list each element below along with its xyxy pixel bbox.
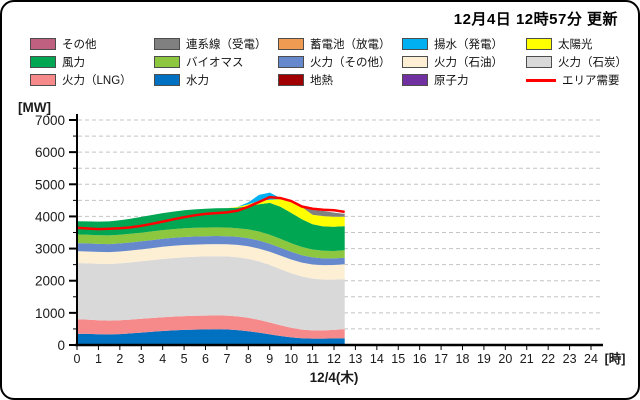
legend-color-swatch-8 bbox=[278, 56, 304, 68]
legend-item-15: エリア需要 bbox=[526, 73, 634, 87]
legend-color-swatch-13 bbox=[278, 74, 304, 86]
svg-text:17: 17 bbox=[434, 352, 448, 366]
svg-text:4000: 4000 bbox=[35, 209, 65, 224]
update-timestamp: 12月4日 12時57分 更新 bbox=[453, 11, 618, 28]
legend-item-12: 水力 bbox=[154, 73, 278, 87]
legend-label: 原子力 bbox=[434, 75, 469, 87]
legend-item-14: 原子力 bbox=[402, 73, 526, 87]
svg-text:13: 13 bbox=[348, 352, 362, 366]
svg-text:0: 0 bbox=[57, 338, 65, 353]
legend-item-1: その他 bbox=[30, 37, 154, 51]
svg-text:16: 16 bbox=[413, 352, 427, 366]
svg-text:0: 0 bbox=[74, 352, 81, 366]
svg-text:1: 1 bbox=[95, 352, 102, 366]
legend-label: 火力（石炭） bbox=[558, 57, 627, 69]
svg-text:10: 10 bbox=[284, 352, 298, 366]
legend-color-swatch-3 bbox=[278, 38, 304, 50]
area-series bbox=[77, 199, 345, 227]
legend-color-swatch-14 bbox=[402, 74, 428, 86]
legend-item-4: 揚水（発電） bbox=[402, 37, 526, 51]
svg-text:8: 8 bbox=[245, 352, 252, 366]
legend-label: エリア需要 bbox=[562, 75, 620, 87]
legend-label: 火力（石油） bbox=[434, 57, 503, 69]
legend-item-11: 火力（LNG） bbox=[30, 73, 154, 87]
legend-color-swatch-11 bbox=[30, 74, 56, 86]
legend-item-8: 火力（その他） bbox=[278, 55, 402, 69]
area-series bbox=[77, 202, 345, 251]
legend-label: 火力（LNG） bbox=[62, 75, 132, 87]
svg-text:[時]: [時] bbox=[605, 351, 626, 366]
svg-text:7000: 7000 bbox=[35, 113, 65, 128]
svg-text:12: 12 bbox=[327, 352, 341, 366]
svg-text:23: 23 bbox=[563, 352, 577, 366]
legend-color-swatch-10 bbox=[526, 56, 552, 68]
legend-item-6: 風力 bbox=[30, 55, 154, 69]
svg-text:1000: 1000 bbox=[35, 306, 65, 321]
legend-color-swatch-5 bbox=[526, 38, 552, 50]
legend-color-swatch-7 bbox=[154, 56, 180, 68]
svg-text:7: 7 bbox=[223, 352, 230, 366]
legend-color-swatch-2 bbox=[154, 38, 180, 50]
legend-color-swatch-1 bbox=[30, 38, 56, 50]
legend-label: 火力（その他） bbox=[310, 57, 391, 69]
area-series bbox=[77, 236, 345, 266]
svg-text:2000: 2000 bbox=[35, 274, 65, 289]
legend-line-swatch-15 bbox=[526, 78, 556, 82]
demand-line bbox=[76, 195, 345, 231]
legend-label: 地熱 bbox=[310, 75, 333, 87]
svg-text:21: 21 bbox=[520, 352, 534, 366]
legend-item-3: 蓄電池（放電） bbox=[278, 37, 402, 51]
svg-text:20: 20 bbox=[498, 352, 512, 366]
svg-text:9: 9 bbox=[266, 352, 273, 366]
chart-legend: その他 連系線（受電） 蓄電池（放電） 揚水（発電） 太陽光風力 バイオマス 火力（その他）… bbox=[30, 35, 634, 89]
legend-item-10: 火力（石炭） bbox=[526, 55, 634, 69]
svg-text:24: 24 bbox=[584, 352, 598, 366]
svg-text:19: 19 bbox=[477, 352, 491, 366]
svg-text:11: 11 bbox=[306, 352, 319, 366]
area-series bbox=[77, 315, 345, 339]
legend-label: 連系線（受電） bbox=[186, 39, 267, 51]
legend-label: 蓄電池（放電） bbox=[310, 39, 391, 51]
legend-label: 水力 bbox=[186, 75, 209, 87]
svg-text:18: 18 bbox=[456, 352, 470, 366]
area-series bbox=[77, 329, 345, 345]
legend-item-5: 太陽光 bbox=[526, 37, 634, 51]
legend-label: バイオマス bbox=[186, 57, 244, 69]
area-series bbox=[77, 256, 345, 331]
legend-item-2: 連系線（受電） bbox=[154, 37, 278, 51]
legend-label: 揚水（発電） bbox=[434, 39, 503, 51]
svg-text:3: 3 bbox=[138, 352, 145, 366]
legend-color-swatch-6 bbox=[30, 56, 56, 68]
legend-label: 風力 bbox=[62, 57, 85, 69]
svg-text:12/4(木): 12/4(木) bbox=[310, 369, 359, 385]
svg-text:22: 22 bbox=[541, 352, 555, 366]
svg-text:6: 6 bbox=[202, 352, 209, 366]
area-series bbox=[77, 227, 345, 259]
svg-text:5: 5 bbox=[181, 352, 188, 366]
svg-text:3000: 3000 bbox=[35, 242, 65, 257]
legend-color-swatch-4 bbox=[402, 38, 428, 50]
area-series bbox=[77, 244, 345, 280]
legend-color-swatch-9 bbox=[402, 56, 428, 68]
svg-text:15: 15 bbox=[391, 352, 405, 366]
legend-item-9: 火力（石油） bbox=[402, 55, 526, 69]
legend-item-13: 地熱 bbox=[278, 73, 402, 87]
legend-label: その他 bbox=[62, 39, 97, 51]
svg-text:5000: 5000 bbox=[35, 177, 65, 192]
legend-item-7: バイオマス bbox=[154, 55, 278, 69]
svg-text:4: 4 bbox=[159, 352, 166, 366]
legend-color-swatch-12 bbox=[154, 74, 180, 86]
svg-text:6000: 6000 bbox=[35, 145, 65, 160]
svg-text:[MW]: [MW] bbox=[18, 100, 51, 115]
svg-text:14: 14 bbox=[370, 352, 384, 366]
svg-text:2: 2 bbox=[116, 352, 123, 366]
legend-label: 太陽光 bbox=[558, 39, 593, 51]
